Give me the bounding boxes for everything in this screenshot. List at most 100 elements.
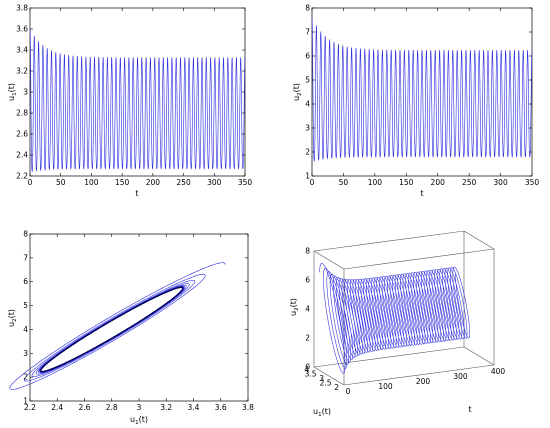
box-edge bbox=[343, 248, 495, 270]
y-tick-label: 5 bbox=[23, 301, 28, 310]
plot-frame bbox=[29, 7, 246, 177]
u1-time-series bbox=[29, 28, 246, 173]
plot-frame bbox=[311, 7, 533, 177]
y-tick-label: 4 bbox=[23, 325, 28, 334]
y-tick-label: 6 bbox=[23, 277, 28, 286]
t-tick-label: 200 bbox=[416, 377, 431, 386]
y-tick-labels: 1 2 3 4 5 6 7 8 bbox=[23, 230, 248, 406]
y-tick-label: 2.6 bbox=[16, 130, 28, 139]
limit-cycle bbox=[40, 286, 184, 373]
x-tick-labels: 0 50 100 150 200 250 300 350 bbox=[28, 8, 253, 187]
u2-tick-label: 0 bbox=[305, 363, 310, 372]
x-tick-label: 3.4 bbox=[188, 403, 200, 412]
y-tick-label: 1 bbox=[305, 172, 310, 181]
u2-tick-label: 6 bbox=[305, 276, 310, 285]
y-axis-label: u2(t) bbox=[292, 83, 303, 101]
x-tick-label: 2.8 bbox=[106, 403, 118, 412]
panel-u2-vs-t: 0 50 100 150 200 250 300 350 1 2 3 4 5 6 7 8 t u2(t) bbox=[292, 4, 539, 199]
t-tick-label: 400 bbox=[491, 367, 506, 376]
u2-axis-label: u2(t) bbox=[289, 298, 300, 316]
y-tick-label: 3 bbox=[23, 349, 28, 358]
u1-tick-label: 3 bbox=[319, 374, 324, 383]
u1-tick-label: 2 bbox=[334, 383, 339, 392]
box-edge bbox=[463, 346, 495, 366]
u1-tick-label: 4 bbox=[304, 365, 309, 374]
plot-frame bbox=[29, 233, 249, 402]
y-tick-label: 2.2 bbox=[16, 172, 28, 181]
y-tick-label: 7 bbox=[23, 253, 28, 262]
y-tick-label: 3.4 bbox=[16, 46, 28, 55]
x-axis-label: t bbox=[135, 189, 138, 198]
y-tick-label: 4 bbox=[305, 100, 310, 109]
u1-tick-label: 3.5 bbox=[305, 370, 317, 379]
u2-time-series bbox=[311, 17, 533, 162]
x-tick-label: 200 bbox=[431, 178, 446, 187]
x-tick-label: 3.6 bbox=[215, 403, 227, 412]
y-tick-label: 3.2 bbox=[16, 67, 28, 76]
x-tick-labels: 0 50 100 150 200 250 300 350 bbox=[310, 8, 540, 187]
y-axis-label: u2(t) bbox=[7, 309, 18, 327]
y-tick-label: 8 bbox=[23, 230, 28, 239]
x-tick-label: 250 bbox=[176, 178, 191, 187]
y-tick-label: 3.8 bbox=[16, 4, 28, 13]
x-tick-label: 3.8 bbox=[242, 403, 254, 412]
y-tick-labels: 1 2 3 4 5 6 7 8 bbox=[305, 4, 532, 181]
y-tick-label: 8 bbox=[305, 4, 310, 13]
y-tick-label: 5 bbox=[305, 76, 310, 85]
x-tick-labels: 2.2 2.4 2.6 2.8 3 3.2 3.4 3.6 3.8 bbox=[24, 234, 254, 412]
x-tick-label: 2.6 bbox=[79, 403, 91, 412]
box-edge bbox=[313, 346, 465, 368]
u2-tick-label: 4 bbox=[305, 305, 310, 314]
x-tick-label: 2.2 bbox=[24, 403, 36, 412]
u2-tick-label: 8 bbox=[305, 247, 310, 256]
y-tick-label: 3.6 bbox=[16, 25, 28, 34]
y-tick-label: 7 bbox=[305, 28, 310, 37]
t-axis-label: t bbox=[468, 405, 471, 414]
y-tick-label: 3 bbox=[305, 124, 310, 133]
y-tick-label: 3 bbox=[23, 88, 28, 97]
x-tick-label: 100 bbox=[368, 178, 383, 187]
y-tick-label: 2.8 bbox=[16, 109, 28, 118]
panel-phase-portrait: 2.2 2.4 2.6 2.8 3 3.2 3.4 3.6 3.8 1 2 3 4 5 6 7 8 u1(t)… bbox=[7, 230, 254, 427]
t-tick-label: 300 bbox=[453, 372, 468, 381]
3d-trajectory bbox=[319, 263, 471, 374]
x-tick-label: 3.2 bbox=[160, 403, 172, 412]
x-tick-label: 100 bbox=[84, 178, 99, 187]
u2-tick-label: 2 bbox=[305, 334, 310, 343]
box-edge bbox=[313, 250, 345, 270]
x-tick-label: 200 bbox=[146, 178, 161, 187]
x-tick-label: 150 bbox=[399, 178, 414, 187]
y-tick-labels: 2.2 2.4 2.6 2.8 3 3.2 3.4 3.6 3.8 bbox=[16, 4, 245, 181]
y-tick-label: 2.4 bbox=[16, 151, 28, 160]
t-tick-label: 0 bbox=[346, 387, 351, 396]
x-tick-label: 50 bbox=[56, 178, 66, 187]
x-tick-label: 3 bbox=[137, 403, 142, 412]
x-tick-label: 350 bbox=[238, 178, 253, 187]
box-edge bbox=[313, 230, 465, 252]
u1-tick-label: 2.5 bbox=[320, 379, 332, 388]
u1-axis-label: u1(t) bbox=[313, 407, 331, 418]
y-tick-label: 2 bbox=[305, 148, 310, 157]
x-tick-label: 0 bbox=[28, 178, 33, 187]
x-tick-label: 150 bbox=[115, 178, 130, 187]
x-axis-label: u1(t) bbox=[130, 415, 148, 426]
box-edge bbox=[313, 366, 345, 386]
x-tick-label: 250 bbox=[462, 178, 477, 187]
x-tick-label: 2.4 bbox=[51, 403, 63, 412]
y-axis-label: u1(t) bbox=[7, 83, 18, 101]
x-tick-label: 350 bbox=[525, 178, 540, 187]
t-tick-label: 100 bbox=[378, 382, 393, 391]
box-edge bbox=[343, 364, 495, 386]
x-tick-label: 300 bbox=[207, 178, 222, 187]
y-tick-label: 1 bbox=[23, 397, 28, 406]
x-tick-label: 0 bbox=[310, 178, 315, 187]
y-tick-label: 2 bbox=[23, 373, 28, 382]
y-tick-label: 6 bbox=[305, 52, 310, 61]
panel-u1-vs-t: 0 50 100 150 200 250 300 350 2.2 2.4 2.6 2.8 3 3.2 3.… bbox=[7, 4, 252, 199]
x-tick-label: 50 bbox=[339, 178, 349, 187]
x-tick-label: 300 bbox=[493, 178, 508, 187]
x-axis-label: t bbox=[420, 189, 423, 198]
